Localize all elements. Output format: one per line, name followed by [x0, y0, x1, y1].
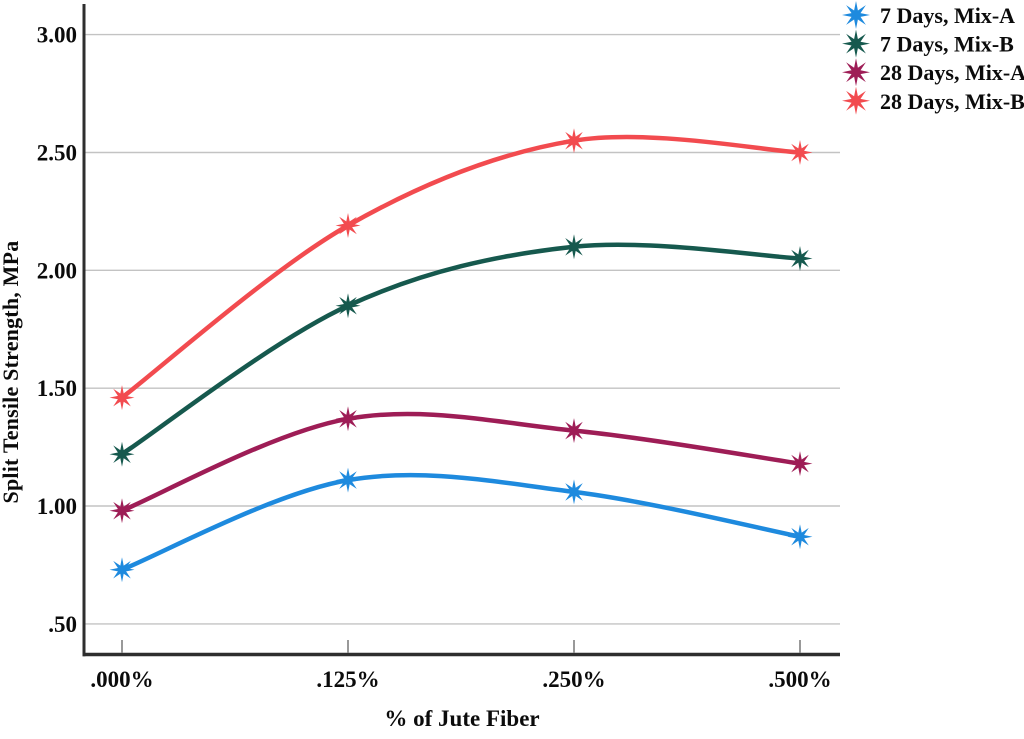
series-line-3: [119, 411, 803, 513]
legend-marker-icon: [842, 1, 870, 29]
y-tick-label: 1.00: [37, 494, 77, 519]
series-marker-icon: [335, 213, 361, 238]
series-marker-icon: [335, 467, 361, 493]
series-marker-icon: [109, 557, 135, 583]
series-marker-icon: [109, 441, 135, 467]
series-marker-icon: [561, 418, 587, 444]
series-marker-icon: [787, 246, 813, 271]
x-tick-label: .500%: [768, 667, 831, 692]
x-tick-label: .125%: [316, 667, 379, 692]
y-axis-title: Split Tensile Strength, MPa: [0, 241, 23, 504]
y-tick-label: 2.00: [37, 258, 77, 283]
series-marker-icon: [787, 140, 813, 165]
series-marker-icon: [109, 385, 135, 411]
series-marker-icon: [787, 524, 813, 550]
legend-item-label: 28 Days, Mix-B: [880, 89, 1024, 114]
series-marker-icon: [561, 128, 587, 154]
y-tick-label: 1.50: [37, 376, 77, 401]
legend-item-label: 7 Days, Mix-B: [880, 32, 1014, 57]
series-line-2: [119, 242, 803, 457]
x-axis-title: % of Jute Fiber: [384, 706, 539, 731]
series-marker-icon: [335, 293, 361, 319]
series-marker-icon: [561, 234, 587, 260]
series-marker-icon: [561, 479, 587, 505]
x-tick-label: .000%: [90, 667, 153, 692]
x-tick-label: .250%: [542, 667, 605, 692]
legend-item-label: 7 Days, Mix-A: [880, 3, 1015, 28]
legend-item-label: 28 Days, Mix-A: [880, 60, 1024, 85]
series-marker-icon: [335, 406, 361, 432]
legend-marker-icon: [842, 58, 870, 87]
legend-marker-icon: [842, 29, 870, 58]
y-tick-label: 2.50: [37, 141, 77, 166]
series-line-1: [119, 472, 803, 572]
y-tick-label: .50: [48, 612, 77, 637]
series-marker-icon: [109, 498, 135, 524]
series-line-4: [119, 134, 803, 400]
legend-marker-icon: [842, 86, 870, 115]
series-marker-icon: [787, 451, 813, 477]
y-tick-label: 3.00: [37, 23, 77, 48]
